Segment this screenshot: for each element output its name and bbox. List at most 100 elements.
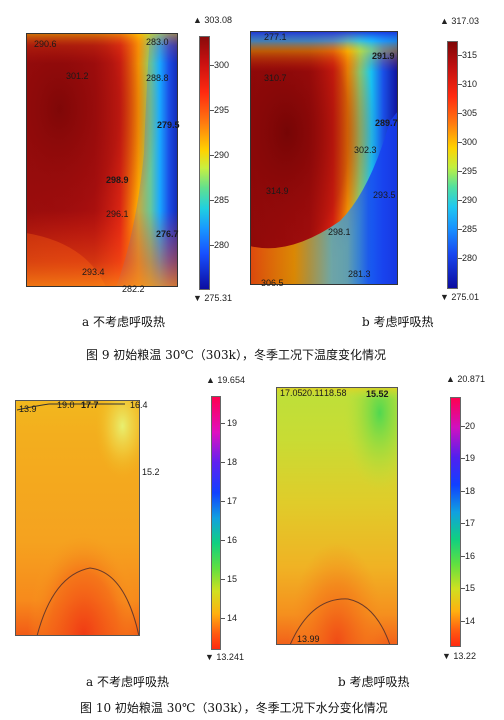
fig9b-colorbar-min: ▼ 275.01 bbox=[440, 292, 479, 302]
fig9a-tick-295: 295 bbox=[214, 105, 230, 115]
fig9-caption: 图 9 初始粮温 30℃（303k），冬季工况下温度变化情况 bbox=[86, 348, 386, 362]
fig9b-label-5: 302.3 bbox=[354, 145, 377, 155]
fig10b-tick-17: 17 bbox=[465, 518, 476, 528]
fig9b-label-9: 306.5 bbox=[261, 278, 284, 288]
fig10a-tick-14: 14 bbox=[227, 613, 238, 623]
fig10a-label-3: 17.7 bbox=[81, 400, 99, 410]
fig10b-tick-15: 15 bbox=[465, 583, 476, 593]
fig9a-sublabel: a 不考虑呼吸热 bbox=[82, 315, 165, 329]
fig10b-label-5: 13.99 bbox=[297, 634, 320, 644]
fig10b-label-4: 15.52 bbox=[366, 389, 389, 399]
fig9a-tick-280: 280 bbox=[214, 240, 230, 250]
fig9b-tick-305: 305 bbox=[462, 108, 478, 118]
fig10a-tickmark-19 bbox=[221, 423, 225, 424]
fig10-caption: 图 10 初始粮温 30℃（303k），冬季工况下水分变化情况 bbox=[80, 701, 388, 715]
fig9a-colorbar-min: ▼ 275.31 bbox=[193, 293, 232, 303]
fig10b-moisture-plot bbox=[276, 387, 398, 645]
fig10a-colorbar-max: ▲ 19.654 bbox=[206, 375, 245, 385]
fig9b-label-3: 310.7 bbox=[264, 73, 287, 83]
fig9b-temperature-plot bbox=[250, 31, 398, 285]
fig10a-tick-16: 16 bbox=[227, 535, 238, 545]
fig10b-label-3: 18.58 bbox=[324, 388, 347, 398]
fig10b-colorbar bbox=[450, 397, 461, 647]
fig10b-tickmark-14 bbox=[461, 621, 465, 622]
fig10b-tickmark-15 bbox=[461, 588, 465, 589]
fig10a-tickmark-14 bbox=[221, 618, 225, 619]
fig9a-tickmark-290 bbox=[210, 155, 214, 156]
fig9a-field bbox=[26, 33, 178, 287]
fig10b-tickmark-17 bbox=[461, 523, 465, 524]
fig10b-tick-16: 16 bbox=[465, 551, 476, 561]
fig10a-label-4: 16.4 bbox=[130, 400, 148, 410]
fig10a-tickmark-15 bbox=[221, 579, 225, 580]
fig10a-sublabel: a 不考虑呼吸热 bbox=[86, 675, 169, 689]
fig9a-tick-285: 285 bbox=[214, 195, 230, 205]
fig10b-tickmark-19 bbox=[461, 458, 465, 459]
fig10b-colorbar-max: ▲ 20.871 bbox=[446, 374, 485, 384]
fig9a-label-9: 293.4 bbox=[82, 267, 105, 277]
fig10a-label-1: 13.9 bbox=[19, 404, 37, 414]
fig10b-colorbar-max-value: 20.871 bbox=[457, 374, 485, 384]
fig9a-tickmark-300 bbox=[210, 65, 214, 66]
fig10a-field bbox=[15, 400, 140, 636]
fig9b-tick-315: 315 bbox=[462, 50, 478, 60]
fig9b-colorbar-min-value: 275.01 bbox=[451, 292, 479, 302]
fig10b-tick-18: 18 bbox=[465, 486, 476, 496]
fig10a-tickmark-17 bbox=[221, 501, 225, 502]
fig9b-label-1: 277.1 bbox=[264, 32, 287, 42]
fig9a-colorbar bbox=[199, 36, 210, 290]
fig9b-tick-285: 285 bbox=[462, 224, 478, 234]
fig9b-tickmark-300 bbox=[458, 142, 462, 143]
fig10a-tick-19: 19 bbox=[227, 418, 238, 428]
fig9b-label-8: 298.1 bbox=[328, 227, 351, 237]
fig9b-label-7: 293.5 bbox=[373, 190, 396, 200]
fig9a-label-7: 296.1 bbox=[106, 209, 129, 219]
fig9a-tick-290: 290 bbox=[214, 150, 230, 160]
fig10a-tick-15: 15 bbox=[227, 574, 238, 584]
fig10a-tick-18: 18 bbox=[227, 457, 238, 467]
fig10b-field bbox=[276, 387, 398, 645]
fig9b-tickmark-280 bbox=[458, 258, 462, 259]
fig10a-moisture-plot bbox=[15, 400, 140, 636]
fig9b-tickmark-315 bbox=[458, 55, 462, 56]
fig10b-sublabel: b 考虑呼吸热 bbox=[338, 675, 410, 689]
fig9b-tickmark-310 bbox=[458, 84, 462, 85]
fig10a-label-5: 15.2 bbox=[142, 467, 160, 477]
fig9a-tick-300: 300 bbox=[214, 60, 230, 70]
fig10a-colorbar-min-value: 13.241 bbox=[216, 652, 244, 662]
fig9b-tick-295: 295 bbox=[462, 166, 478, 176]
fig10b-tickmark-18 bbox=[461, 491, 465, 492]
fig9b-tickmark-295 bbox=[458, 171, 462, 172]
fig9a-temperature-plot bbox=[26, 33, 178, 287]
fig10a-colorbar-max-value: 19.654 bbox=[217, 375, 245, 385]
fig9b-tick-310: 310 bbox=[462, 79, 478, 89]
fig9a-label-1: 290.6 bbox=[34, 39, 57, 49]
fig9b-label-2: 291.9 bbox=[372, 51, 395, 61]
fig10b-label-2: 20.11 bbox=[302, 388, 324, 398]
fig10b-colorbar-min: ▼ 13.22 bbox=[442, 651, 476, 661]
fig9b-field bbox=[250, 31, 398, 285]
fig9a-tickmark-280 bbox=[210, 245, 214, 246]
fig9a-tickmark-285 bbox=[210, 200, 214, 201]
fig9a-colorbar-max: ▲ 303.08 bbox=[193, 15, 232, 25]
fig9b-tick-280: 280 bbox=[462, 253, 478, 263]
fig10a-label-2: 19.0 bbox=[57, 400, 75, 410]
fig10a-tick-17: 17 bbox=[227, 496, 238, 506]
fig9b-label-10: 281.3 bbox=[348, 269, 371, 279]
fig9b-sublabel: b 考虑呼吸热 bbox=[362, 315, 434, 329]
fig10b-tick-19: 19 bbox=[465, 453, 476, 463]
fig9b-colorbar-max-value: 317.03 bbox=[451, 16, 479, 26]
fig10a-tickmark-18 bbox=[221, 462, 225, 463]
fig9b-label-4: 289.7 bbox=[375, 118, 398, 128]
fig10a-colorbar-min: ▼ 13.241 bbox=[205, 652, 244, 662]
fig9a-label-4: 288.8 bbox=[146, 73, 169, 83]
fig10b-colorbar-min-value: 13.22 bbox=[453, 651, 476, 661]
fig9a-colorbar-min-value: 275.31 bbox=[204, 293, 232, 303]
fig9a-label-5: 279.5 bbox=[157, 120, 180, 130]
fig9b-tick-290: 290 bbox=[462, 195, 478, 205]
fig9a-colorbar-max-value: 303.08 bbox=[204, 15, 232, 25]
fig9b-tickmark-285 bbox=[458, 229, 462, 230]
fig9a-label-10: 282.2 bbox=[122, 284, 145, 294]
fig9b-tickmark-290 bbox=[458, 200, 462, 201]
fig9b-colorbar bbox=[447, 41, 458, 289]
